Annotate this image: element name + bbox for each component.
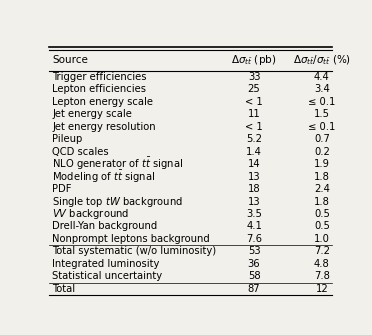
Text: 33: 33 xyxy=(248,72,260,82)
Text: 13: 13 xyxy=(248,172,260,182)
Text: 3.4: 3.4 xyxy=(314,84,330,94)
Text: 87: 87 xyxy=(248,284,260,294)
Text: 0.5: 0.5 xyxy=(314,209,330,219)
Text: Lepton efficiencies: Lepton efficiencies xyxy=(52,84,146,94)
Text: NLO generator of $t\bar{t}$ signal: NLO generator of $t\bar{t}$ signal xyxy=(52,156,183,172)
Text: 0.5: 0.5 xyxy=(314,221,330,231)
Text: 53: 53 xyxy=(248,247,260,256)
Text: 4.8: 4.8 xyxy=(314,259,330,269)
Text: 1.8: 1.8 xyxy=(314,172,330,182)
Text: 1.9: 1.9 xyxy=(314,159,330,169)
Text: 58: 58 xyxy=(248,271,260,281)
Text: 1.5: 1.5 xyxy=(314,109,330,119)
Text: QCD scales: QCD scales xyxy=(52,147,109,157)
Text: Modeling of $t\bar{t}$ signal: Modeling of $t\bar{t}$ signal xyxy=(52,169,155,185)
Text: 4.1: 4.1 xyxy=(246,221,262,231)
Text: 2.4: 2.4 xyxy=(314,184,330,194)
Text: $\Delta\sigma_{t\bar{t}}$ (pb): $\Delta\sigma_{t\bar{t}}$ (pb) xyxy=(231,53,277,67)
Text: 1.0: 1.0 xyxy=(314,234,330,244)
Text: 11: 11 xyxy=(248,109,260,119)
Text: Integrated luminosity: Integrated luminosity xyxy=(52,259,160,269)
Text: $\Delta\sigma_{t\bar{t}}/\sigma_{t\bar{t}}$ (%): $\Delta\sigma_{t\bar{t}}/\sigma_{t\bar{t… xyxy=(293,54,351,67)
Text: 0.2: 0.2 xyxy=(314,147,330,157)
Text: 7.6: 7.6 xyxy=(246,234,262,244)
Text: PDF: PDF xyxy=(52,184,72,194)
Text: 0.7: 0.7 xyxy=(314,134,330,144)
Text: 12: 12 xyxy=(315,284,328,294)
Text: Jet energy resolution: Jet energy resolution xyxy=(52,122,156,132)
Text: 18: 18 xyxy=(248,184,260,194)
Text: $VV$ background: $VV$ background xyxy=(52,207,129,221)
Text: 3.5: 3.5 xyxy=(246,209,262,219)
Text: Total systematic (w/o luminosity): Total systematic (w/o luminosity) xyxy=(52,247,217,256)
Text: 1.4: 1.4 xyxy=(246,147,262,157)
Text: Pileup: Pileup xyxy=(52,134,83,144)
Text: 4.4: 4.4 xyxy=(314,72,330,82)
Text: Single top $tW$ background: Single top $tW$ background xyxy=(52,195,183,209)
Text: 14: 14 xyxy=(248,159,260,169)
Text: Nonprompt leptons background: Nonprompt leptons background xyxy=(52,234,210,244)
Text: ≤ 0.1: ≤ 0.1 xyxy=(308,97,336,107)
Text: 7.2: 7.2 xyxy=(314,247,330,256)
Text: 1.8: 1.8 xyxy=(314,197,330,207)
Text: 25: 25 xyxy=(248,84,260,94)
Text: Drell-Yan background: Drell-Yan background xyxy=(52,221,157,231)
Text: Total: Total xyxy=(52,284,76,294)
Text: 13: 13 xyxy=(248,197,260,207)
Text: < 1: < 1 xyxy=(245,122,263,132)
Text: Statistical uncertainty: Statistical uncertainty xyxy=(52,271,163,281)
Text: 36: 36 xyxy=(248,259,260,269)
Text: Jet energy scale: Jet energy scale xyxy=(52,109,132,119)
Text: 7.8: 7.8 xyxy=(314,271,330,281)
Text: 5.2: 5.2 xyxy=(246,134,262,144)
Text: ≤ 0.1: ≤ 0.1 xyxy=(308,122,336,132)
Text: < 1: < 1 xyxy=(245,97,263,107)
Text: Lepton energy scale: Lepton energy scale xyxy=(52,97,153,107)
Text: Source: Source xyxy=(52,55,88,65)
Text: Trigger efficiencies: Trigger efficiencies xyxy=(52,72,147,82)
